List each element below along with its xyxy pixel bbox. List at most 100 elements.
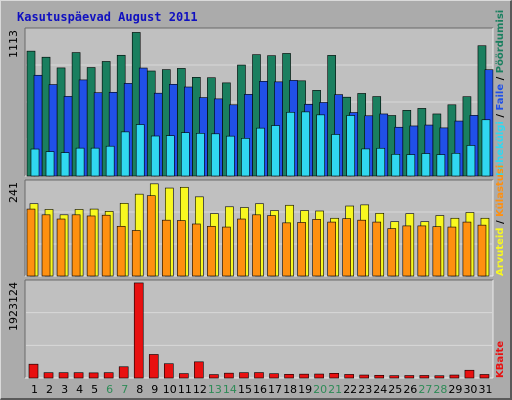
bar-arvuteid-3 <box>56 218 66 277</box>
bar-arvuteid-8 <box>131 230 141 277</box>
bar-kbaite-30 <box>464 369 475 379</box>
bar-leheklgi-29 <box>451 152 461 177</box>
bar-kbaite-16 <box>254 372 264 379</box>
bar-arvuteid-15 <box>237 218 246 277</box>
x-tick-label-26: 26 <box>403 383 417 396</box>
bar-kbaite-31 <box>479 374 490 379</box>
x-tick-label-20: 20 <box>313 383 327 396</box>
x-tick-label-9: 9 <box>151 383 158 396</box>
x-tick-label-22: 22 <box>343 383 357 396</box>
legend-entry: Külastusi <box>495 165 506 217</box>
bar-arvuteid-17 <box>267 215 276 277</box>
bar-arvuteid-18 <box>282 222 291 277</box>
bar-leheklgi-28 <box>436 154 446 177</box>
bar-leheklgi-26 <box>406 154 416 177</box>
bar-arvuteid-11 <box>177 220 186 277</box>
bar-arvuteid-29 <box>447 226 457 277</box>
legend-middle: Arvuteid / Külastusi <box>495 165 506 276</box>
bar-leheklgi-3 <box>60 152 70 177</box>
bar-leheklgi-13 <box>211 133 220 177</box>
x-tick-label-23: 23 <box>358 383 372 396</box>
legend-separator: / <box>495 73 506 84</box>
x-tick-label-13: 13 <box>208 383 222 396</box>
bar-kbaite-25 <box>389 375 400 379</box>
bar-leheklgi-8 <box>135 124 145 177</box>
bar-leheklgi-2 <box>45 151 55 177</box>
bar-leheklgi-12 <box>196 133 205 177</box>
bar-kbaite-8 <box>133 282 144 379</box>
bar-arvuteid-27 <box>417 225 427 277</box>
bar-leheklgi-22 <box>346 115 355 177</box>
bar-kbaite-5 <box>88 372 99 379</box>
bar-arvuteid-21 <box>327 221 336 277</box>
bar-arvuteid-2 <box>41 214 51 277</box>
x-tick-label-31: 31 <box>478 383 492 396</box>
bar-arvuteid-25 <box>387 228 397 277</box>
bar-leheklgi-31 <box>481 119 491 177</box>
bar-arvuteid-16 <box>252 214 261 277</box>
bar-kbaite-1 <box>28 363 39 379</box>
bar-leheklgi-24 <box>376 147 386 177</box>
bar-kbaite-27 <box>419 375 430 379</box>
legend-entry: KBaite <box>495 341 506 378</box>
bar-leheklgi-17 <box>271 125 280 177</box>
bar-arvuteid-20 <box>312 219 321 277</box>
bar-leheklgi-16 <box>256 127 265 177</box>
x-tick-label-30: 30 <box>463 383 477 396</box>
bar-leheklgi-15 <box>241 138 250 177</box>
bar-kbaite-28 <box>434 375 445 379</box>
bar-kbaite-6 <box>103 372 114 379</box>
bar-leheklgi-10 <box>165 135 175 177</box>
legend-entry: Lehekülgi <box>495 121 506 176</box>
bar-leheklgi-7 <box>120 131 130 177</box>
x-tick-label-24: 24 <box>373 383 387 396</box>
bar-kbaite-3 <box>58 372 69 379</box>
bar-arvuteid-28 <box>432 226 442 277</box>
legend-separator: / <box>495 217 506 228</box>
bar-leheklgi-30 <box>466 145 476 177</box>
bar-kbaite-26 <box>404 375 415 379</box>
bar-leheklgi-19 <box>301 111 310 177</box>
legend-bottom: KBaite <box>495 341 506 378</box>
bar-arvuteid-13 <box>207 225 216 277</box>
bar-kbaite-9 <box>148 354 159 379</box>
scale-label-middle: 241 <box>7 182 20 203</box>
x-tick-label-12: 12 <box>193 383 207 396</box>
bar-kbaite-11 <box>179 373 189 379</box>
x-tick-label-11: 11 <box>178 383 192 396</box>
bar-arvuteid-19 <box>297 222 306 277</box>
bar-kbaite-13 <box>209 374 219 379</box>
bar-arvuteid-22 <box>342 218 351 277</box>
bar-kbaite-24 <box>374 374 385 379</box>
bar-kbaite-23 <box>359 374 370 379</box>
bar-kbaite-17 <box>269 373 279 379</box>
x-tick-label-8: 8 <box>136 383 143 396</box>
x-tick-label-25: 25 <box>388 383 402 396</box>
x-tick-label-18: 18 <box>283 383 297 396</box>
bar-leheklgi-27 <box>421 153 431 177</box>
bar-kbaite-22 <box>344 374 354 379</box>
bar-kbaite-2 <box>43 372 54 379</box>
bar-arvuteid-10 <box>161 219 171 277</box>
x-tick-label-2: 2 <box>46 383 53 396</box>
bar-leheklgi-11 <box>181 132 190 177</box>
bar-arvuteid-1 <box>26 208 36 277</box>
bar-kbaite-29 <box>449 374 460 379</box>
bar-arvuteid-30 <box>462 221 472 277</box>
legend-entry: Arvuteid <box>495 228 506 276</box>
x-tick-label-4: 4 <box>76 383 83 396</box>
x-tick-label-17: 17 <box>268 383 282 396</box>
x-tick-label-3: 3 <box>61 383 68 396</box>
bar-leheklgi-4 <box>75 147 85 177</box>
bar-arvuteid-14 <box>222 226 231 277</box>
legend-entry: Pöördumisi <box>495 10 506 74</box>
bar-kbaite-20 <box>314 373 324 379</box>
bar-kbaite-14 <box>224 372 234 379</box>
bar-kbaite-18 <box>284 373 294 379</box>
bar-arvuteid-7 <box>116 225 126 277</box>
bar-leheklgi-21 <box>331 134 340 177</box>
x-tick-label-27: 27 <box>418 383 432 396</box>
bar-arvuteid-6 <box>101 214 111 277</box>
bar-arvuteid-12 <box>192 223 201 277</box>
scale-label-top: 1113 <box>7 30 20 58</box>
